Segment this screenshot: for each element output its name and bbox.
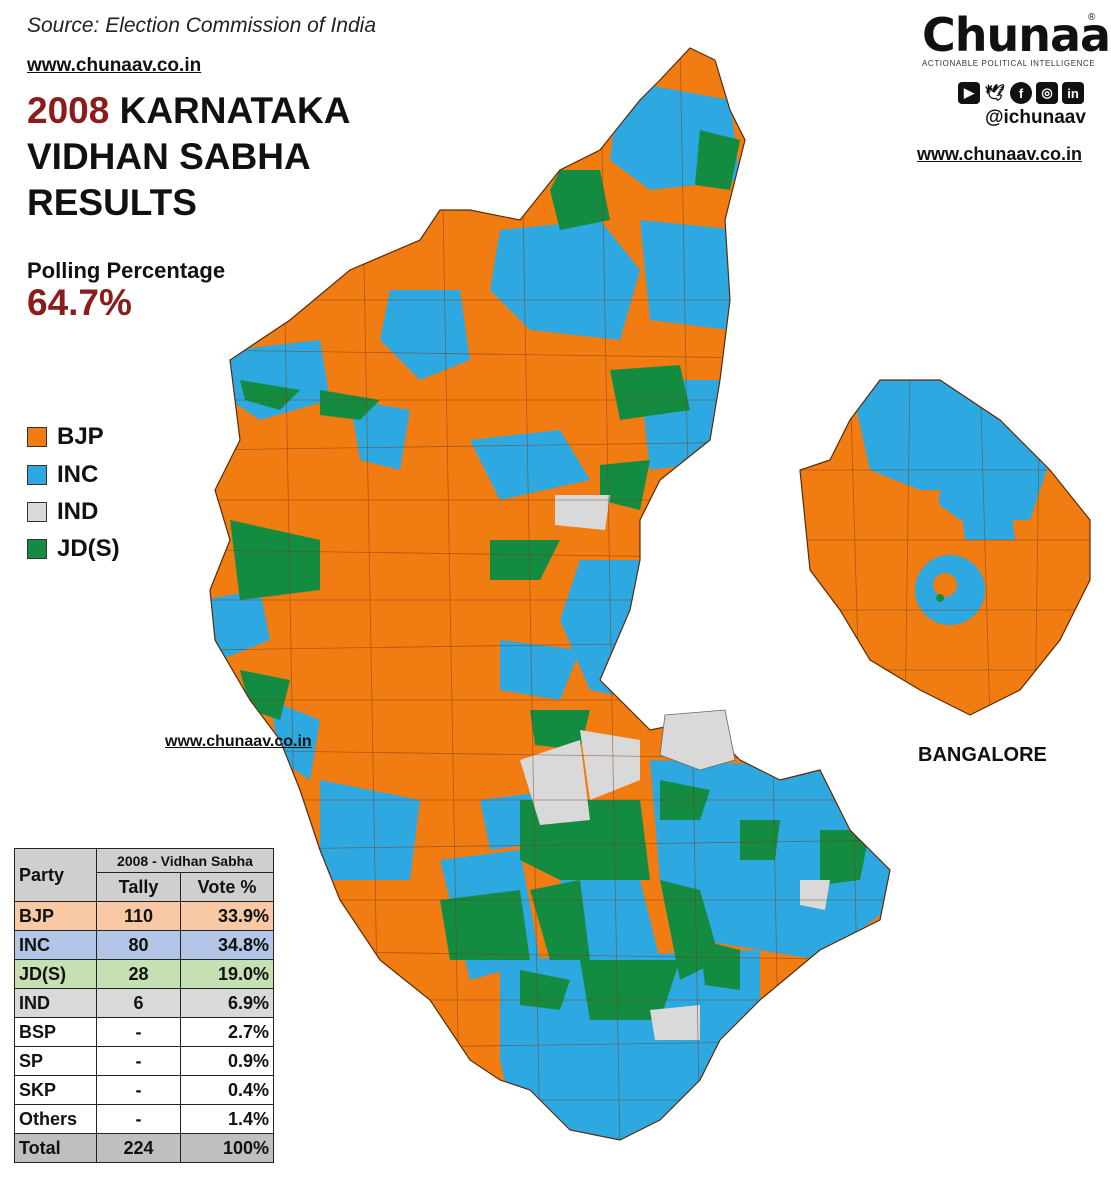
table-cell-vote: 0.4%	[180, 1075, 274, 1105]
legend-item-ind: IND	[27, 498, 227, 526]
vote-header: Vote %	[180, 872, 274, 902]
table-cell-vote: 0.9%	[180, 1046, 274, 1076]
page-title: 2008 KARNATAKA VIDHAN SABHA RESULTS	[27, 88, 447, 226]
table-cell-vote: 2.7%	[180, 1017, 274, 1047]
table-cell-party: JD(S)	[14, 959, 97, 989]
table-cell-tally: 224	[96, 1133, 181, 1163]
bangalore-label: BANGALORE	[918, 744, 1047, 766]
table-row: Total 224 100%	[14, 1133, 274, 1163]
party-header: Party	[14, 848, 97, 902]
table-cell-tally: -	[96, 1104, 181, 1134]
youtube-icon[interactable]: ▶	[958, 82, 980, 104]
table-cell-tally: 6	[96, 988, 181, 1018]
table-row: SKP -0.4%	[14, 1075, 274, 1105]
map-watermark: www.chunaav.co.in	[165, 733, 312, 750]
social-icons: ▶ 🕊 f ◎ in	[958, 82, 1084, 104]
table-cell-tally: 110	[96, 901, 181, 931]
table-cell-tally: -	[96, 1046, 181, 1076]
table-cell-vote: 1.4%	[180, 1104, 274, 1134]
title-text: KARNATAKA VIDHAN SABHA RESULTS	[27, 90, 350, 223]
table-cell-tally: -	[96, 1075, 181, 1105]
table-row: JD(S) 28 19.0%	[14, 959, 274, 989]
table-row: SP -0.9%	[14, 1046, 274, 1076]
table-row: BSP -2.7%	[14, 1017, 274, 1047]
table-row: IND 6 6.9%	[14, 988, 274, 1018]
facebook-icon[interactable]: f	[1010, 82, 1032, 104]
brand-tagline: ACTIONABLE POLITICAL INTELLIGENCE	[922, 59, 1096, 68]
table-cell-party: INC	[14, 930, 97, 960]
group-header: 2008 - Vidhan Sabha	[96, 848, 274, 873]
linkedin-icon[interactable]: in	[1062, 82, 1084, 104]
table-cell-vote: 33.9%	[180, 901, 274, 931]
polling-label: Polling Percentage	[27, 258, 226, 283]
results-table: Party 2008 - Vidhan Sabha Tally Vote % B…	[14, 848, 274, 1163]
legend-label: INC	[57, 461, 99, 488]
table-cell-vote: 100%	[180, 1133, 274, 1163]
legend-label: BJP	[57, 423, 104, 450]
legend-item-bjp: BJP	[27, 423, 227, 451]
table-cell-tally: -	[96, 1017, 181, 1047]
instagram-icon[interactable]: ◎	[1036, 82, 1058, 104]
twitter-icon[interactable]: 🕊	[984, 82, 1006, 104]
title-year: 2008	[27, 90, 110, 131]
website-link-right[interactable]: www.chunaav.co.in	[917, 144, 1083, 164]
table-cell-vote: 34.8%	[180, 930, 274, 960]
table-row: Others -1.4%	[14, 1104, 274, 1134]
table-cell-tally: 28	[96, 959, 181, 989]
social-handle: @ichunaav	[985, 107, 1086, 128]
table-cell-party: Others	[14, 1104, 97, 1134]
legend-swatch	[27, 427, 47, 447]
legend-swatch	[27, 465, 47, 485]
legend-swatch	[27, 539, 47, 559]
website-link[interactable]: www.chunaav.co.in	[27, 55, 202, 76]
table-cell-party: SP	[14, 1046, 97, 1076]
table-cell-vote: 6.9%	[180, 988, 274, 1018]
legend-label: IND	[57, 498, 99, 525]
table-cell-party: Total	[14, 1133, 97, 1163]
table-cell-party: IND	[14, 988, 97, 1018]
table-cell-party: BJP	[14, 901, 97, 931]
registered-mark: ®	[1088, 12, 1096, 23]
table-cell-party: SKP	[14, 1075, 97, 1105]
legend-label: JD(S)	[57, 535, 120, 562]
source-text: Source: Election Commission of India	[27, 14, 376, 37]
table-cell-tally: 80	[96, 930, 181, 960]
table-row: BJP 110 33.9%	[14, 901, 274, 931]
table-cell-vote: 19.0%	[180, 959, 274, 989]
legend-swatch	[27, 502, 47, 522]
table-row: INC 80 34.8%	[14, 930, 274, 960]
legend-item-jds: JD(S)	[27, 535, 227, 563]
brand-logo: Chunaav	[922, 8, 1111, 62]
tally-header: Tally	[96, 872, 181, 902]
table-cell-party: BSP	[14, 1017, 97, 1047]
polling-value: 64.7%	[27, 282, 132, 323]
legend-item-inc: INC	[27, 461, 227, 489]
